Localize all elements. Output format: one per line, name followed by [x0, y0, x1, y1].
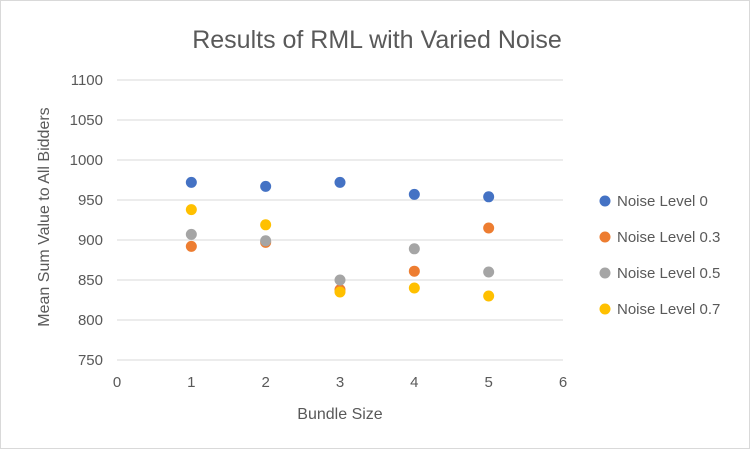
legend-marker [599, 267, 611, 279]
data-point [483, 290, 495, 302]
legend-marker [599, 303, 611, 315]
x-tick-label: 1 [187, 374, 195, 391]
legend-marker [599, 195, 611, 207]
legend-item: Noise Level 0 [599, 193, 708, 210]
data-point [408, 188, 420, 200]
legend-label: Noise Level 0.3 [617, 229, 720, 246]
y-tick-label: 1050 [70, 112, 103, 129]
legend: Noise Level 0 Noise Level 0.3 Noise Level … [599, 193, 720, 318]
legend-item: Noise Level 0.3 [599, 229, 720, 246]
y-tick-label: 800 [78, 312, 103, 329]
x-tick-label: 0 [113, 374, 121, 391]
data-point [185, 228, 197, 240]
y-axis-ticks: 750 800 850 900 950 1000 1050 1100 [70, 72, 103, 369]
y-tick-label: 850 [78, 272, 103, 289]
data-point [483, 222, 495, 234]
x-tick-label: 3 [336, 374, 344, 391]
data-point [334, 274, 346, 286]
x-axis-title: Bundle Size [297, 406, 382, 423]
y-tick-label: 1100 [71, 72, 103, 89]
data-point [334, 286, 346, 298]
data-point [185, 176, 197, 188]
data-point [185, 204, 197, 216]
x-tick-label: 6 [559, 374, 567, 391]
series-noise-3 [185, 204, 495, 302]
data-point [260, 235, 272, 247]
legend-label: Noise Level 0 [617, 193, 708, 210]
legend-item: Noise Level 0.5 [599, 265, 720, 282]
data-point [260, 180, 272, 192]
x-tick-label: 5 [484, 374, 492, 391]
gridlines [117, 79, 563, 361]
series-noise-0 [185, 176, 495, 203]
data-points [185, 176, 495, 302]
x-tick-label: 4 [410, 374, 418, 391]
series-noise-2 [185, 228, 495, 286]
data-point [408, 243, 420, 255]
data-point [408, 265, 420, 277]
y-tick-label: 950 [78, 192, 103, 209]
data-point [260, 219, 272, 231]
y-tick-label: 750 [78, 352, 103, 369]
chart-title: Results of RML with Varied Noise [192, 26, 562, 54]
x-axis-ticks: 0 1 2 3 4 5 6 [113, 374, 567, 391]
data-point [483, 266, 495, 278]
legend-label: Noise Level 0.7 [617, 301, 720, 318]
data-point [408, 282, 420, 294]
data-point [483, 191, 495, 203]
legend-label: Noise Level 0.5 [617, 265, 720, 282]
y-tick-label: 1000 [70, 152, 103, 169]
y-tick-label: 900 [78, 232, 103, 249]
legend-marker [599, 231, 611, 243]
legend-item: Noise Level 0.7 [599, 301, 720, 318]
y-axis-title: Mean Sum Value to All Bidders [36, 107, 53, 326]
data-point [185, 240, 197, 252]
x-tick-label: 2 [261, 374, 269, 391]
data-point [334, 176, 346, 188]
